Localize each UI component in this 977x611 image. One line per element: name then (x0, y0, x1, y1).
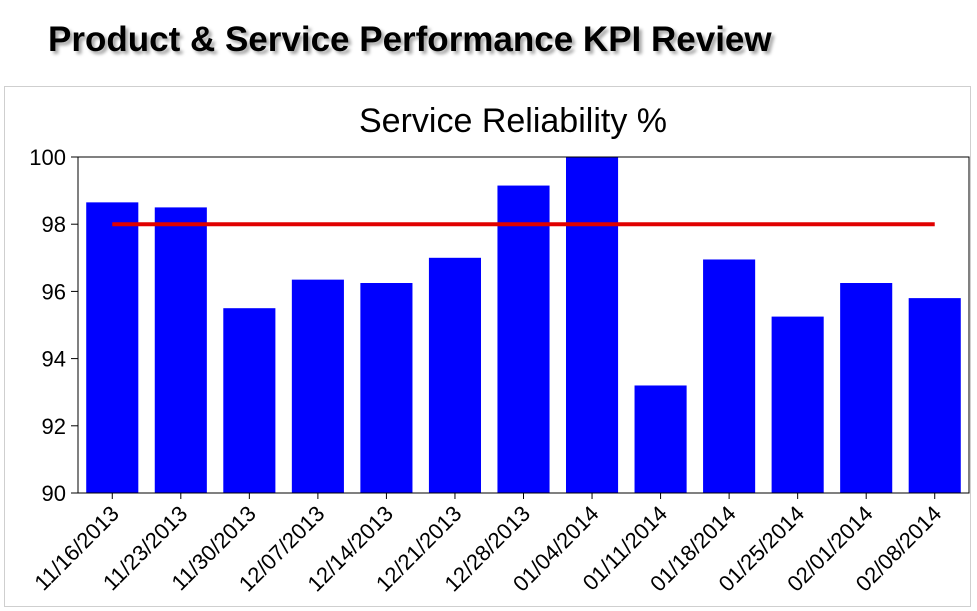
bars-group (86, 157, 961, 494)
bar (86, 202, 139, 494)
bar (223, 308, 276, 493)
bar (565, 157, 619, 493)
bar (497, 185, 550, 493)
bar (154, 207, 207, 493)
chart-title: Service Reliability % (359, 102, 667, 140)
x-axis: 11/16/201311/23/201311/30/201312/07/2013… (29, 493, 946, 596)
bar (360, 283, 413, 493)
y-tick-label: 94 (42, 347, 66, 372)
bar (771, 316, 824, 493)
bar (291, 279, 344, 493)
y-tick-label: 90 (42, 481, 66, 506)
y-tick-label: 100 (29, 145, 66, 170)
y-axis: 90 92 94 96 98 100 (29, 145, 78, 506)
y-tick-label: 98 (42, 212, 66, 237)
slide-title: Product & Service Performance KPI Review (48, 20, 772, 59)
y-tick-label: 92 (42, 414, 66, 439)
bar (428, 257, 482, 493)
bar (908, 298, 961, 493)
bar (840, 283, 893, 493)
bar (634, 385, 687, 493)
bar (703, 259, 756, 493)
y-tick-label: 96 (42, 279, 66, 304)
